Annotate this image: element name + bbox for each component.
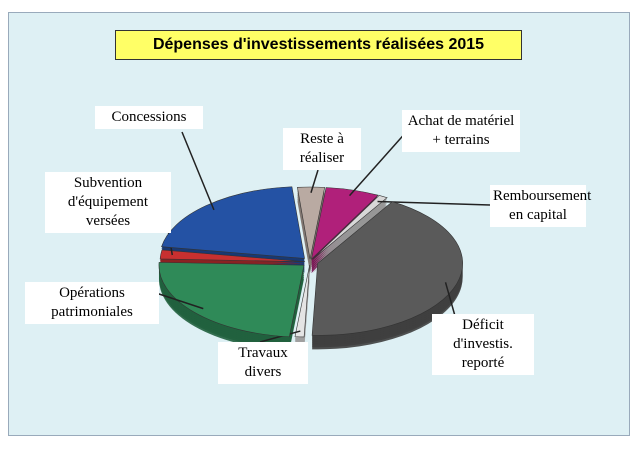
leader-line (259, 330, 301, 343)
leader-line (181, 131, 215, 211)
leader-line (152, 291, 204, 310)
slice-label: Remboursement en capital (490, 185, 591, 227)
leader-line (444, 282, 456, 317)
pie-slice-side (312, 199, 388, 264)
pie-slice (312, 195, 388, 260)
slice-label: Opérations patrimoniales (25, 282, 159, 324)
slice-label: Travaux divers (218, 342, 308, 384)
slice-label: Subvention d'équipement versées (45, 172, 171, 233)
pie-slice (294, 264, 310, 338)
pie-slice-side (312, 203, 388, 268)
chart-title: Dépenses d'investissements réalisées 201… (115, 30, 522, 60)
pie-slice (158, 262, 305, 338)
pie-slice-side (312, 201, 388, 266)
leader-line (348, 129, 409, 197)
pie-slice (311, 201, 463, 336)
pie-slice (297, 186, 326, 260)
slice-label: Concessions (95, 106, 203, 129)
slice-label: Déficit d'investis. reporté (432, 314, 534, 375)
leader-line (377, 200, 491, 206)
slice-label: Reste à réaliser (283, 128, 361, 170)
pie-slice (161, 186, 305, 259)
pie-slice (310, 187, 379, 261)
leader-line (310, 169, 319, 193)
pie-slice (159, 249, 306, 262)
slice-label: Achat de matériel + terrains (402, 110, 520, 152)
